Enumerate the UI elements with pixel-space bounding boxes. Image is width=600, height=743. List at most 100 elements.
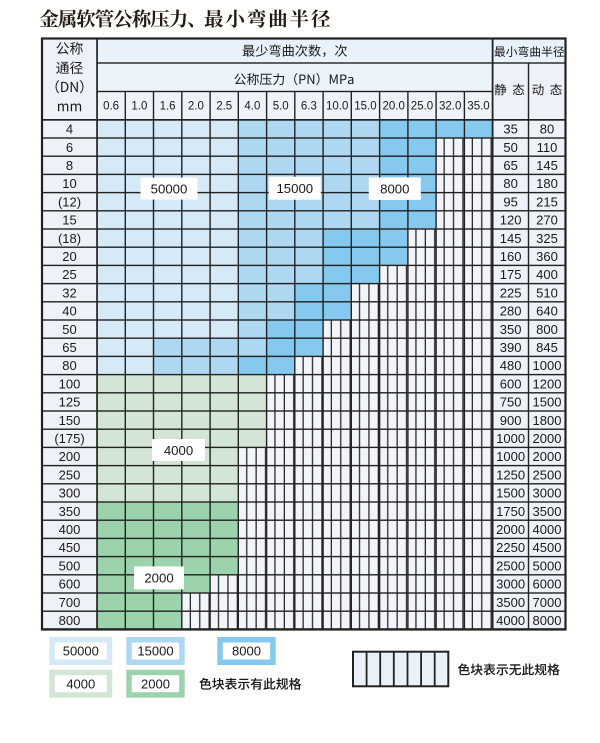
svg-text:95: 95 bbox=[503, 194, 517, 209]
svg-text:(18): (18) bbox=[58, 231, 81, 246]
svg-text:5.0: 5.0 bbox=[273, 101, 289, 113]
svg-text:2000: 2000 bbox=[141, 676, 170, 691]
svg-text:3000: 3000 bbox=[496, 577, 525, 592]
svg-text:500: 500 bbox=[59, 558, 81, 573]
svg-text:510: 510 bbox=[536, 285, 558, 300]
svg-text:1250: 1250 bbox=[496, 467, 525, 482]
svg-text:640: 640 bbox=[536, 304, 558, 319]
svg-text:4: 4 bbox=[66, 122, 73, 137]
svg-text:750: 750 bbox=[500, 395, 522, 410]
svg-text:2000: 2000 bbox=[533, 449, 562, 464]
svg-text:270: 270 bbox=[536, 213, 558, 228]
svg-text:7000: 7000 bbox=[533, 595, 562, 610]
svg-text:15: 15 bbox=[62, 213, 76, 228]
svg-text:32.0: 32.0 bbox=[439, 101, 461, 113]
svg-text:50: 50 bbox=[503, 140, 517, 155]
svg-text:700: 700 bbox=[59, 595, 81, 610]
svg-text:360: 360 bbox=[536, 249, 558, 264]
svg-text:400: 400 bbox=[536, 267, 558, 282]
svg-text:2250: 2250 bbox=[496, 540, 525, 555]
svg-text:800: 800 bbox=[59, 613, 81, 628]
svg-text:50000: 50000 bbox=[151, 181, 188, 196]
svg-text:2500: 2500 bbox=[533, 467, 562, 482]
svg-text:40: 40 bbox=[62, 304, 76, 319]
svg-text:150: 150 bbox=[59, 413, 81, 428]
svg-text:50000: 50000 bbox=[63, 644, 99, 659]
svg-text:6000: 6000 bbox=[533, 577, 562, 592]
svg-text:845: 845 bbox=[536, 340, 558, 355]
svg-text:50: 50 bbox=[62, 322, 76, 337]
svg-text:4000: 4000 bbox=[533, 522, 562, 537]
svg-text:(175): (175) bbox=[54, 431, 84, 446]
svg-text:32: 32 bbox=[62, 285, 76, 300]
svg-text:15000: 15000 bbox=[137, 644, 173, 659]
svg-text:4000: 4000 bbox=[496, 613, 525, 628]
svg-text:(12): (12) bbox=[58, 194, 81, 209]
svg-text:250: 250 bbox=[59, 467, 81, 482]
svg-text:25: 25 bbox=[62, 267, 76, 282]
svg-text:1000: 1000 bbox=[496, 431, 525, 446]
svg-text:390: 390 bbox=[500, 340, 522, 355]
svg-text:20: 20 bbox=[62, 249, 76, 264]
svg-text:200: 200 bbox=[59, 449, 81, 464]
svg-text:2000: 2000 bbox=[144, 571, 173, 586]
svg-text:600: 600 bbox=[500, 376, 522, 391]
svg-text:3500: 3500 bbox=[533, 504, 562, 519]
svg-text:175: 175 bbox=[500, 267, 522, 282]
svg-text:6: 6 bbox=[66, 140, 73, 155]
svg-text:65: 65 bbox=[503, 158, 517, 173]
svg-text:8: 8 bbox=[66, 158, 73, 173]
svg-text:15.0: 15.0 bbox=[354, 101, 376, 113]
svg-text:5000: 5000 bbox=[533, 558, 562, 573]
svg-text:8000: 8000 bbox=[380, 182, 409, 197]
svg-text:1.0: 1.0 bbox=[131, 101, 147, 113]
svg-text:120: 120 bbox=[500, 213, 522, 228]
svg-text:35.0: 35.0 bbox=[467, 101, 489, 113]
svg-text:6.3: 6.3 bbox=[301, 101, 317, 113]
svg-text:80: 80 bbox=[540, 122, 554, 137]
svg-text:35: 35 bbox=[503, 122, 517, 137]
svg-text:145: 145 bbox=[500, 231, 522, 246]
svg-text:160: 160 bbox=[500, 249, 522, 264]
svg-text:1750: 1750 bbox=[496, 504, 525, 519]
svg-text:1000: 1000 bbox=[496, 449, 525, 464]
svg-text:8000: 8000 bbox=[232, 644, 261, 659]
svg-text:900: 900 bbox=[500, 413, 522, 428]
svg-text:1500: 1500 bbox=[533, 395, 562, 410]
svg-text:2.5: 2.5 bbox=[216, 101, 232, 113]
svg-text:125: 125 bbox=[59, 395, 81, 410]
svg-text:4500: 4500 bbox=[533, 540, 562, 555]
svg-text:80: 80 bbox=[503, 176, 517, 191]
svg-text:145: 145 bbox=[536, 158, 558, 173]
svg-text:4000: 4000 bbox=[66, 676, 95, 691]
svg-text:400: 400 bbox=[59, 522, 81, 537]
svg-text:2500: 2500 bbox=[496, 558, 525, 573]
svg-text:300: 300 bbox=[59, 486, 81, 501]
svg-text:15000: 15000 bbox=[276, 181, 313, 196]
svg-text:180: 180 bbox=[536, 176, 558, 191]
svg-text:800: 800 bbox=[536, 322, 558, 337]
svg-text:4000: 4000 bbox=[164, 443, 193, 458]
svg-text:1000: 1000 bbox=[533, 358, 562, 373]
svg-text:1200: 1200 bbox=[533, 376, 562, 391]
svg-text:280: 280 bbox=[500, 304, 522, 319]
svg-text:4.0: 4.0 bbox=[244, 101, 260, 113]
svg-text:8000: 8000 bbox=[533, 613, 562, 628]
svg-text:2000: 2000 bbox=[533, 431, 562, 446]
svg-text:225: 225 bbox=[500, 285, 522, 300]
svg-text:215: 215 bbox=[536, 194, 558, 209]
svg-text:350: 350 bbox=[500, 322, 522, 337]
svg-text:3500: 3500 bbox=[496, 595, 525, 610]
svg-text:480: 480 bbox=[500, 358, 522, 373]
svg-text:450: 450 bbox=[59, 540, 81, 555]
svg-text:2.0: 2.0 bbox=[188, 101, 204, 113]
svg-text:1500: 1500 bbox=[496, 486, 525, 501]
svg-text:10.0: 10.0 bbox=[326, 101, 348, 113]
svg-text:2000: 2000 bbox=[496, 522, 525, 537]
svg-text:3000: 3000 bbox=[533, 486, 562, 501]
svg-text:10: 10 bbox=[62, 176, 76, 191]
svg-text:20.0: 20.0 bbox=[383, 101, 405, 113]
svg-text:80: 80 bbox=[62, 358, 76, 373]
svg-text:1800: 1800 bbox=[533, 413, 562, 428]
svg-text:1.6: 1.6 bbox=[160, 101, 176, 113]
